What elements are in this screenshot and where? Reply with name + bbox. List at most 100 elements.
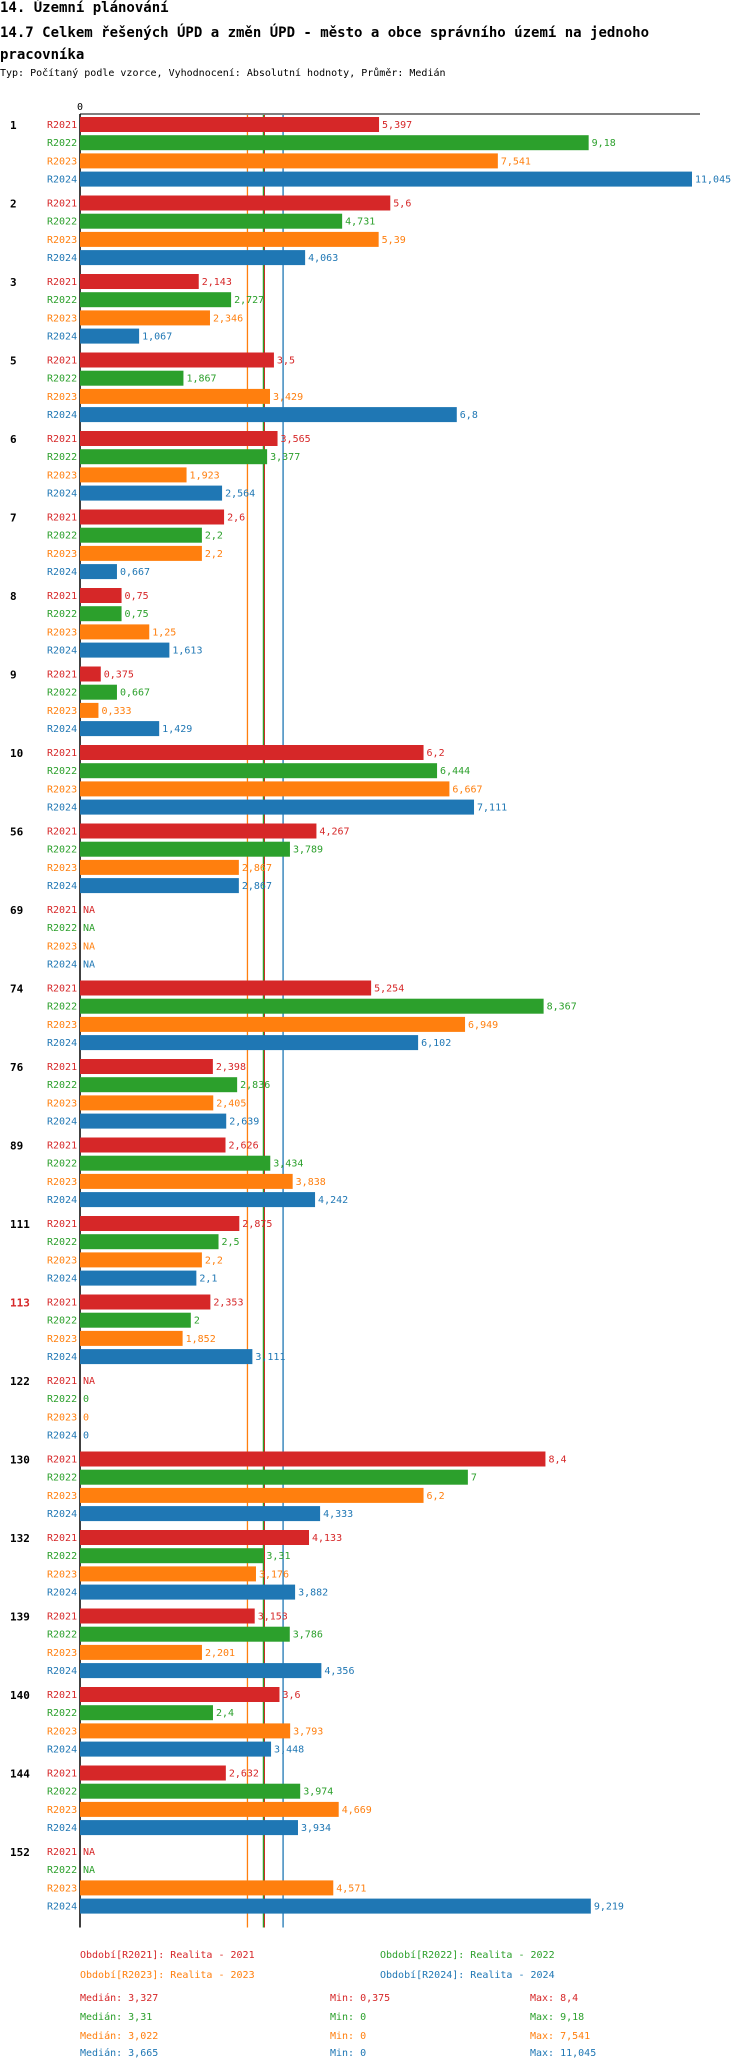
bar	[80, 1155, 271, 1171]
bar	[80, 1216, 240, 1231]
data-label: 2,626	[229, 1141, 259, 1152]
data-label: 2,1	[199, 1274, 217, 1285]
series-label: R2023	[47, 470, 77, 481]
bar	[80, 527, 202, 543]
bar	[80, 1077, 238, 1093]
group-label: 56	[10, 826, 24, 839]
group-label: 130	[10, 1454, 30, 1467]
bar	[80, 292, 232, 308]
bar	[80, 431, 278, 446]
series-label: R2023	[47, 1020, 77, 1031]
data-label: 3,176	[259, 1569, 289, 1580]
legend-r2022: Období[R2022]: Realita - 2022	[380, 1950, 555, 1961]
series-label: R2023	[47, 235, 77, 246]
data-label: 2,6	[227, 513, 245, 524]
series-label: R2023	[47, 627, 77, 638]
bar	[80, 1548, 264, 1564]
data-label: 3,882	[298, 1588, 328, 1599]
series-label: R2023	[47, 1255, 77, 1266]
data-label: 3,153	[258, 1612, 288, 1623]
data-label: 4,242	[318, 1195, 348, 1206]
series-label: R2022	[47, 452, 77, 463]
bar	[80, 1059, 213, 1074]
series-label: R2021	[47, 1141, 77, 1152]
group-label: 2	[10, 198, 17, 211]
bar	[80, 213, 343, 229]
bar	[80, 388, 270, 404]
bar	[80, 684, 117, 700]
bar	[80, 171, 692, 187]
bar	[80, 1820, 298, 1836]
data-label: 2,2	[205, 531, 223, 542]
series-label: R2023	[47, 941, 77, 952]
bar	[80, 1294, 211, 1310]
series-label: R2021	[47, 1533, 77, 1544]
data-label: 1,923	[190, 470, 220, 481]
series-label: R2024	[47, 1666, 77, 1677]
data-label: 4,356	[324, 1666, 354, 1677]
data-label: 1,067	[142, 332, 172, 343]
series-label: R2024	[47, 960, 77, 971]
bar	[80, 823, 317, 839]
data-label: 2,143	[202, 277, 232, 288]
bar	[80, 231, 379, 247]
data-label: 4,571	[336, 1883, 366, 1894]
bar	[80, 1663, 322, 1679]
series-label: R2022	[47, 1002, 77, 1013]
bar	[80, 1506, 321, 1522]
series-label: R2023	[47, 1569, 77, 1580]
bar	[80, 1173, 293, 1189]
data-label: 3,434	[273, 1159, 303, 1170]
series-label: R2021	[47, 120, 77, 131]
data-label: 0	[83, 1394, 89, 1405]
bar	[80, 467, 187, 483]
bar	[80, 1270, 197, 1286]
data-label: 6,667	[452, 784, 482, 795]
bar	[80, 1783, 301, 1799]
bar	[80, 370, 184, 386]
series-label: R2024	[47, 332, 77, 343]
series-label: R2023	[47, 1805, 77, 1816]
group-label: 7	[10, 512, 17, 525]
group-label: 132	[10, 1532, 30, 1545]
bar	[80, 1016, 466, 1032]
series-label: R2021	[47, 1219, 77, 1230]
series-label: R2024	[47, 646, 77, 657]
series-label: R2022	[47, 374, 77, 385]
data-label: 2,398	[216, 1062, 246, 1073]
data-label: 3,974	[303, 1787, 333, 1798]
page-title: 14. Územní plánování	[0, 0, 169, 16]
data-label: 3,789	[293, 845, 323, 856]
bar	[80, 1487, 424, 1503]
series-label: R2021	[47, 1690, 77, 1701]
bar	[80, 998, 544, 1014]
bar	[80, 195, 391, 211]
data-label: 0,667	[120, 688, 150, 699]
series-label: R2022	[47, 217, 77, 228]
data-label: 6,949	[468, 1020, 498, 1031]
stat-median-r2022: Medián: 3,31	[80, 2012, 153, 2023]
bar	[80, 878, 239, 894]
bar	[80, 606, 122, 622]
series-label: R2023	[47, 1648, 77, 1659]
data-label: 0,667	[120, 567, 150, 578]
series-label: R2024	[47, 253, 77, 264]
group-label: 3	[10, 276, 17, 289]
data-label: 3,786	[293, 1630, 323, 1641]
bar	[80, 1469, 468, 1485]
stat-max-r2022: Max: 9,18	[530, 2012, 585, 2023]
data-label: 4,731	[345, 217, 375, 228]
bar	[80, 153, 498, 169]
series-label: R2023	[47, 784, 77, 795]
bar	[80, 310, 210, 326]
series-label: R2023	[47, 1491, 77, 1502]
bar	[80, 1880, 334, 1896]
stat-max-r2023: Max: 7,541	[530, 2031, 591, 2042]
bar	[80, 1801, 339, 1817]
series-label: R2023	[47, 1098, 77, 1109]
bar	[80, 1192, 316, 1208]
data-label: 0,75	[125, 591, 149, 602]
series-label: R2024	[47, 567, 77, 578]
bar	[80, 859, 239, 875]
